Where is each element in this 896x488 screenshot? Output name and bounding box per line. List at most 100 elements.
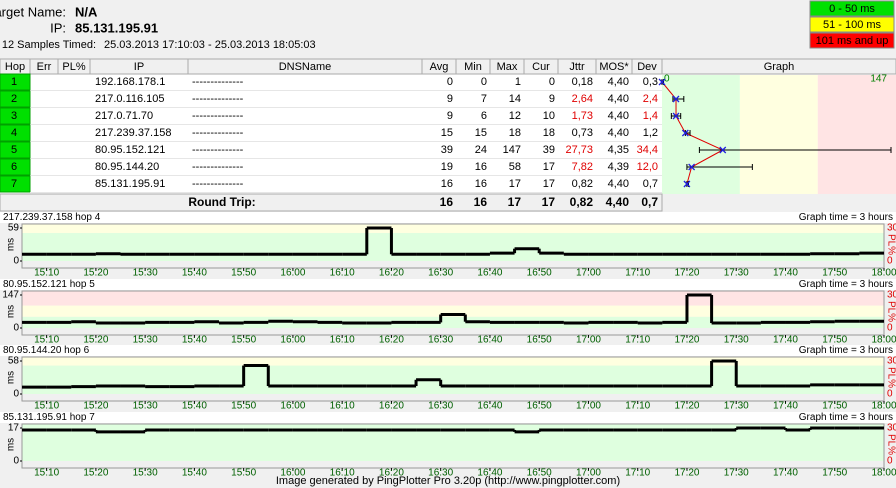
round-trip-jttr: 0,82: [570, 195, 594, 209]
x-tick-label: 15:30: [133, 335, 158, 346]
legend-swatch: [809, 0, 895, 17]
hop-number: 2: [11, 93, 17, 105]
hop-mos: 4,39: [608, 161, 629, 173]
y-tick-label: 0: [13, 256, 19, 267]
x-tick-label: 16:20: [379, 335, 404, 346]
column-header-label: Min: [464, 61, 482, 73]
hop-avg: 9: [447, 93, 453, 105]
x-tick-label: 16:10: [330, 401, 355, 412]
legend-label: 0 - 50 ms: [829, 3, 875, 15]
x-tick-label: 17:00: [576, 401, 601, 412]
x-tick-label: 15:10: [34, 401, 59, 412]
y-tick-label: 59: [8, 223, 20, 234]
y-axis-label: ms: [6, 371, 17, 384]
x-tick-label: 17:40: [773, 401, 798, 412]
plot-frame: [21, 223, 885, 269]
x-tick-label: 16:50: [527, 268, 552, 279]
x-tick-label: 17:30: [724, 401, 749, 412]
hop-max: 18: [509, 127, 521, 139]
x-tick-label: 18:00: [871, 401, 896, 412]
pl-tick-label: 30: [887, 223, 896, 234]
hop-ip: 80.95.144.20: [95, 161, 159, 173]
column-header-label: IP: [134, 61, 144, 73]
hop-dns: --------------: [192, 110, 244, 122]
time-range: 25.03.2013 17:10:03 - 25.03.2013 18:05:0…: [104, 39, 316, 51]
column-header-label: Graph: [764, 61, 795, 73]
hop-jttr: 0,82: [572, 178, 593, 190]
x-tick-label: 15:20: [83, 401, 108, 412]
hop-mos: 4,40: [608, 110, 629, 122]
hop-cell: [0, 73, 31, 91]
hop-dns: --------------: [192, 144, 244, 156]
hop-max: 58: [509, 161, 521, 173]
hop-min: 24: [475, 144, 487, 156]
y-axis-label: ms: [6, 438, 17, 451]
x-tick-label: 16:00: [280, 468, 305, 479]
round-trip-row: [0, 193, 663, 212]
y-tick-label: 147: [2, 290, 19, 301]
hop-min: 7: [481, 93, 487, 105]
x-tick-label: 17:10: [625, 335, 650, 346]
x-tick-label: 16:20: [379, 268, 404, 279]
pl-tick-label: 0: [887, 256, 893, 267]
x-tick-label: 17:10: [625, 468, 650, 479]
x-tick-label: 15:50: [231, 401, 256, 412]
hop-min: 16: [475, 178, 487, 190]
pl-tick-label: 30: [887, 423, 896, 434]
x-tick-label: 17:20: [674, 401, 699, 412]
hop-mos: 4,40: [608, 93, 629, 105]
column-header-label: Jttr: [569, 61, 585, 73]
x-tick-label: 16:30: [428, 335, 453, 346]
hop-mos: 4,40: [608, 178, 629, 190]
latency-band: [22, 291, 884, 306]
hop-dev: 0,7: [643, 178, 658, 190]
x-tick-label: 15:10: [34, 268, 59, 279]
column-header-label: PL%: [62, 61, 85, 73]
graph-time: Graph time = 3 hours: [799, 279, 893, 290]
graph-title: 80.95.144.20 hop 6: [3, 345, 90, 356]
hop-number: 5: [11, 144, 17, 156]
hop-cell: [0, 107, 31, 125]
x-tick-label: 15:30: [133, 268, 158, 279]
pl-axis-label: PL%: [885, 434, 896, 455]
hop-dev: 34,4: [637, 144, 658, 156]
x-tick-label: 17:10: [625, 268, 650, 279]
latency-band: [22, 316, 884, 328]
hop-cur: 17: [543, 161, 555, 173]
x-tick-label: 16:00: [280, 401, 305, 412]
graph-title-bar: [0, 212, 896, 223]
target-ip: 85.131.195.91: [75, 20, 158, 35]
x-tick-label: 16:10: [330, 335, 355, 346]
y-tick-label: 0: [13, 323, 19, 334]
graph-title-bar: [0, 412, 896, 423]
x-tick-label: 15:40: [182, 335, 207, 346]
x-tick-label: 15:40: [182, 468, 207, 479]
x-tick-label: 16:50: [527, 335, 552, 346]
hop-number: 3: [11, 110, 17, 122]
plot-frame: [21, 356, 885, 402]
x-tick-label: 17:50: [822, 268, 847, 279]
avg-marker: [658, 78, 666, 86]
x-tick-label: 17:10: [625, 401, 650, 412]
graph-title: 85.131.195.91 hop 7: [3, 412, 95, 423]
x-tick-label: 17:20: [674, 268, 699, 279]
plot-frame: [21, 290, 885, 336]
hop-number: 1: [11, 76, 17, 88]
pl-tick-label: 0: [887, 389, 893, 400]
plot-frame: [21, 423, 885, 469]
column-header-label: Cur: [532, 61, 550, 73]
hop-jttr: 27,73: [565, 144, 593, 156]
hop-ip: 85.131.195.91: [95, 178, 165, 190]
x-tick-label: 17:50: [822, 401, 847, 412]
hop-min: 15: [475, 127, 487, 139]
latency-band: [22, 357, 884, 366]
x-tick-label: 15:40: [182, 268, 207, 279]
hop-ip: 80.95.152.121: [95, 144, 165, 156]
hop-ip: 217.0.71.70: [95, 110, 153, 122]
x-tick-label: 17:20: [674, 335, 699, 346]
x-tick-label: 17:50: [822, 468, 847, 479]
hop-dev: 1,4: [643, 110, 658, 122]
hop-number: 7: [11, 178, 17, 190]
hop-avg: 0: [447, 76, 453, 88]
graph-time: Graph time = 3 hours: [799, 345, 893, 356]
